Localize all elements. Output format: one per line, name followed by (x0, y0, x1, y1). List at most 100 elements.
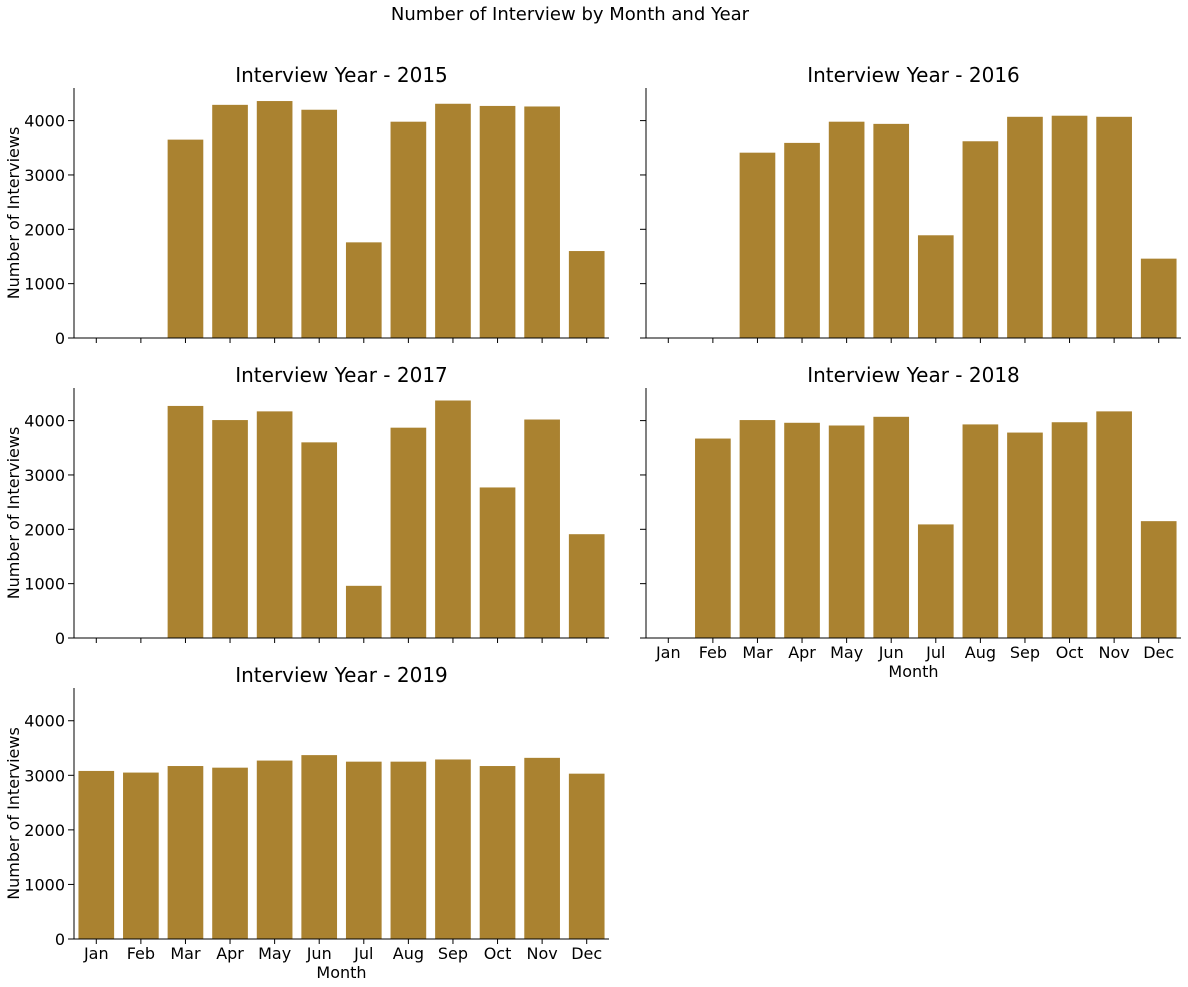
bar-jun (873, 123, 910, 338)
bar-jun (301, 442, 338, 638)
bar-oct (479, 105, 516, 338)
facet-panel-0: Interview Year - 2015 0 1000 2000 3000 4000Nu… (4, 63, 609, 348)
bar-apr (784, 142, 820, 338)
bar-dec (1140, 258, 1177, 338)
bar-may (256, 101, 293, 338)
facet-panel-4: Interview Year - 2019 0 1000 2000 3000 4000 Ja… (4, 663, 609, 982)
bar-jul (345, 761, 382, 939)
bar-jul (345, 242, 382, 338)
bar-jun (873, 416, 910, 638)
y-tick-label: 2000 (24, 821, 65, 840)
bar-apr (784, 422, 820, 638)
y-tick-label: 0 (55, 930, 65, 949)
x-tick-label: Apr (216, 944, 244, 963)
bar-oct (1051, 115, 1088, 338)
facet-panel-3: Interview Year - 2018 Jan Feb Mar Apr May Jun J… (640, 363, 1181, 681)
y-axis-label: Number of Interviews (4, 427, 23, 600)
y-tick-label: 4000 (24, 412, 65, 431)
bar-jul (917, 235, 954, 338)
bar-dec (568, 773, 605, 939)
bar-apr (212, 420, 248, 638)
bar-nov (524, 419, 560, 638)
bar-jan (78, 770, 115, 939)
x-tick-label: Feb (699, 643, 727, 662)
facet-title: Interview Year - 2019 (235, 663, 448, 687)
x-tick-label: Dec (571, 944, 602, 963)
x-tick-label: Feb (127, 944, 155, 963)
y-axis-label: Number of Interviews (4, 127, 23, 300)
facet-panel-1: Interview Year - 2016 (640, 63, 1181, 343)
bar-aug (390, 121, 427, 339)
y-tick-label: 4000 (24, 112, 65, 131)
bar-jul (345, 585, 382, 638)
facet-title: Interview Year - 2017 (235, 363, 448, 387)
bar-may (256, 760, 293, 939)
x-tick-label: Jun (878, 643, 904, 662)
x-tick-label: Mar (742, 643, 773, 662)
x-tick-label: Jan (655, 643, 681, 662)
bar-sep (435, 759, 471, 939)
y-tick-label: 0 (55, 629, 65, 648)
x-tick-label: Jul (925, 643, 945, 662)
bar-nov (1096, 411, 1132, 638)
bar-may (828, 121, 865, 339)
bar-mar (739, 152, 776, 338)
bar-aug (390, 761, 427, 939)
bar-nov (524, 757, 560, 939)
y-tick-label: 3000 (24, 166, 65, 185)
y-tick-label: 4000 (24, 712, 65, 731)
bar-dec (1140, 521, 1177, 638)
bar-mar (167, 766, 204, 939)
bar-mar (167, 405, 204, 638)
bar-oct (1051, 422, 1088, 638)
bar-jul (917, 524, 954, 638)
bar-dec (568, 534, 605, 638)
y-tick-label: 2000 (24, 520, 65, 539)
y-axis-label: Number of Interviews (4, 727, 23, 900)
bar-nov (1096, 116, 1132, 338)
x-tick-label: Sep (438, 944, 468, 963)
x-tick-label: Jun (306, 944, 332, 963)
x-tick-label: Nov (527, 944, 558, 963)
facet-title: Interview Year - 2018 (807, 363, 1020, 387)
y-tick-label: 3000 (24, 766, 65, 785)
x-tick-label: Oct (1056, 643, 1084, 662)
x-tick-label: Aug (393, 944, 424, 963)
bar-apr (212, 767, 248, 939)
x-axis-label: Month (316, 963, 366, 982)
x-tick-label: Jan (83, 944, 109, 963)
bar-may (828, 425, 865, 638)
bar-mar (739, 420, 776, 638)
x-tick-label: May (830, 643, 863, 662)
y-tick-label: 3000 (24, 466, 65, 485)
bar-sep (1007, 432, 1043, 638)
bar-sep (435, 400, 471, 638)
bar-aug (390, 427, 427, 638)
bar-mar (167, 139, 204, 338)
x-tick-label: Apr (788, 643, 816, 662)
bar-feb (695, 438, 731, 638)
y-tick-label: 1000 (24, 275, 65, 294)
facet-title: Interview Year - 2016 (807, 63, 1020, 87)
bar-feb (123, 772, 159, 939)
x-tick-label: Oct (484, 944, 512, 963)
bar-nov (524, 106, 560, 338)
bar-oct (479, 766, 516, 939)
bar-aug (962, 141, 999, 338)
x-tick-label: Mar (170, 944, 201, 963)
bar-dec (568, 251, 605, 338)
x-tick-label: Jul (353, 944, 373, 963)
x-tick-label: May (258, 944, 291, 963)
x-tick-label: Sep (1010, 643, 1040, 662)
bar-aug (962, 424, 999, 638)
bar-sep (435, 103, 471, 339)
x-tick-label: Dec (1143, 643, 1174, 662)
y-tick-label: 1000 (24, 575, 65, 594)
y-tick-label: 0 (55, 329, 65, 348)
x-tick-label: Aug (965, 643, 996, 662)
y-tick-label: 1000 (24, 875, 65, 894)
facet-title: Interview Year - 2015 (235, 63, 448, 87)
bar-oct (479, 487, 516, 638)
chart-title: Number of Interview by Month and Year (390, 4, 750, 25)
